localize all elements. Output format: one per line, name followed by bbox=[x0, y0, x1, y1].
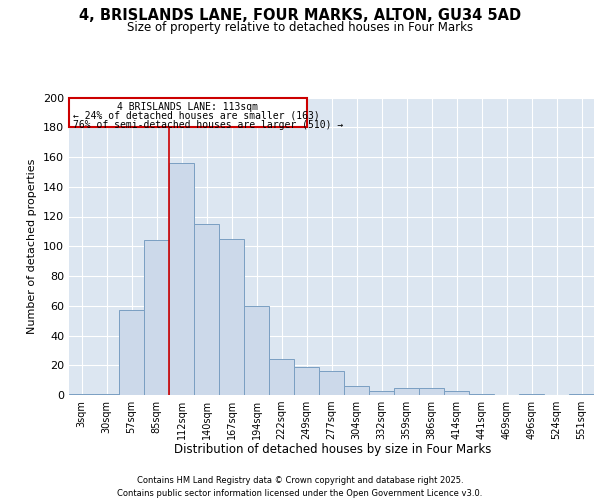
Bar bbox=[219, 239, 244, 395]
Bar bbox=[294, 366, 319, 395]
Bar bbox=[369, 390, 394, 395]
Text: Size of property relative to detached houses in Four Marks: Size of property relative to detached ho… bbox=[127, 21, 473, 34]
Bar bbox=[244, 306, 269, 395]
Bar bbox=[69, 98, 307, 128]
Bar bbox=[469, 394, 494, 395]
Bar bbox=[269, 360, 294, 395]
Bar bbox=[94, 394, 119, 395]
Text: Contains HM Land Registry data © Crown copyright and database right 2025.
Contai: Contains HM Land Registry data © Crown c… bbox=[118, 476, 482, 498]
Text: Distribution of detached houses by size in Four Marks: Distribution of detached houses by size … bbox=[175, 442, 491, 456]
Bar bbox=[344, 386, 369, 395]
Bar bbox=[69, 394, 94, 395]
Text: 4, BRISLANDS LANE, FOUR MARKS, ALTON, GU34 5AD: 4, BRISLANDS LANE, FOUR MARKS, ALTON, GU… bbox=[79, 8, 521, 22]
Bar bbox=[319, 371, 344, 395]
Bar bbox=[194, 224, 219, 395]
Text: 4 BRISLANDS LANE: 113sqm: 4 BRISLANDS LANE: 113sqm bbox=[117, 102, 258, 112]
Bar bbox=[144, 240, 169, 395]
Text: ← 24% of detached houses are smaller (163): ← 24% of detached houses are smaller (16… bbox=[73, 111, 320, 121]
Bar bbox=[419, 388, 444, 395]
Y-axis label: Number of detached properties: Number of detached properties bbox=[28, 158, 37, 334]
Bar bbox=[444, 390, 469, 395]
Bar bbox=[169, 163, 194, 395]
Bar bbox=[119, 310, 144, 395]
Bar bbox=[519, 394, 544, 395]
Text: 76% of semi-detached houses are larger (510) →: 76% of semi-detached houses are larger (… bbox=[73, 120, 343, 130]
Bar bbox=[394, 388, 419, 395]
Bar bbox=[569, 394, 594, 395]
